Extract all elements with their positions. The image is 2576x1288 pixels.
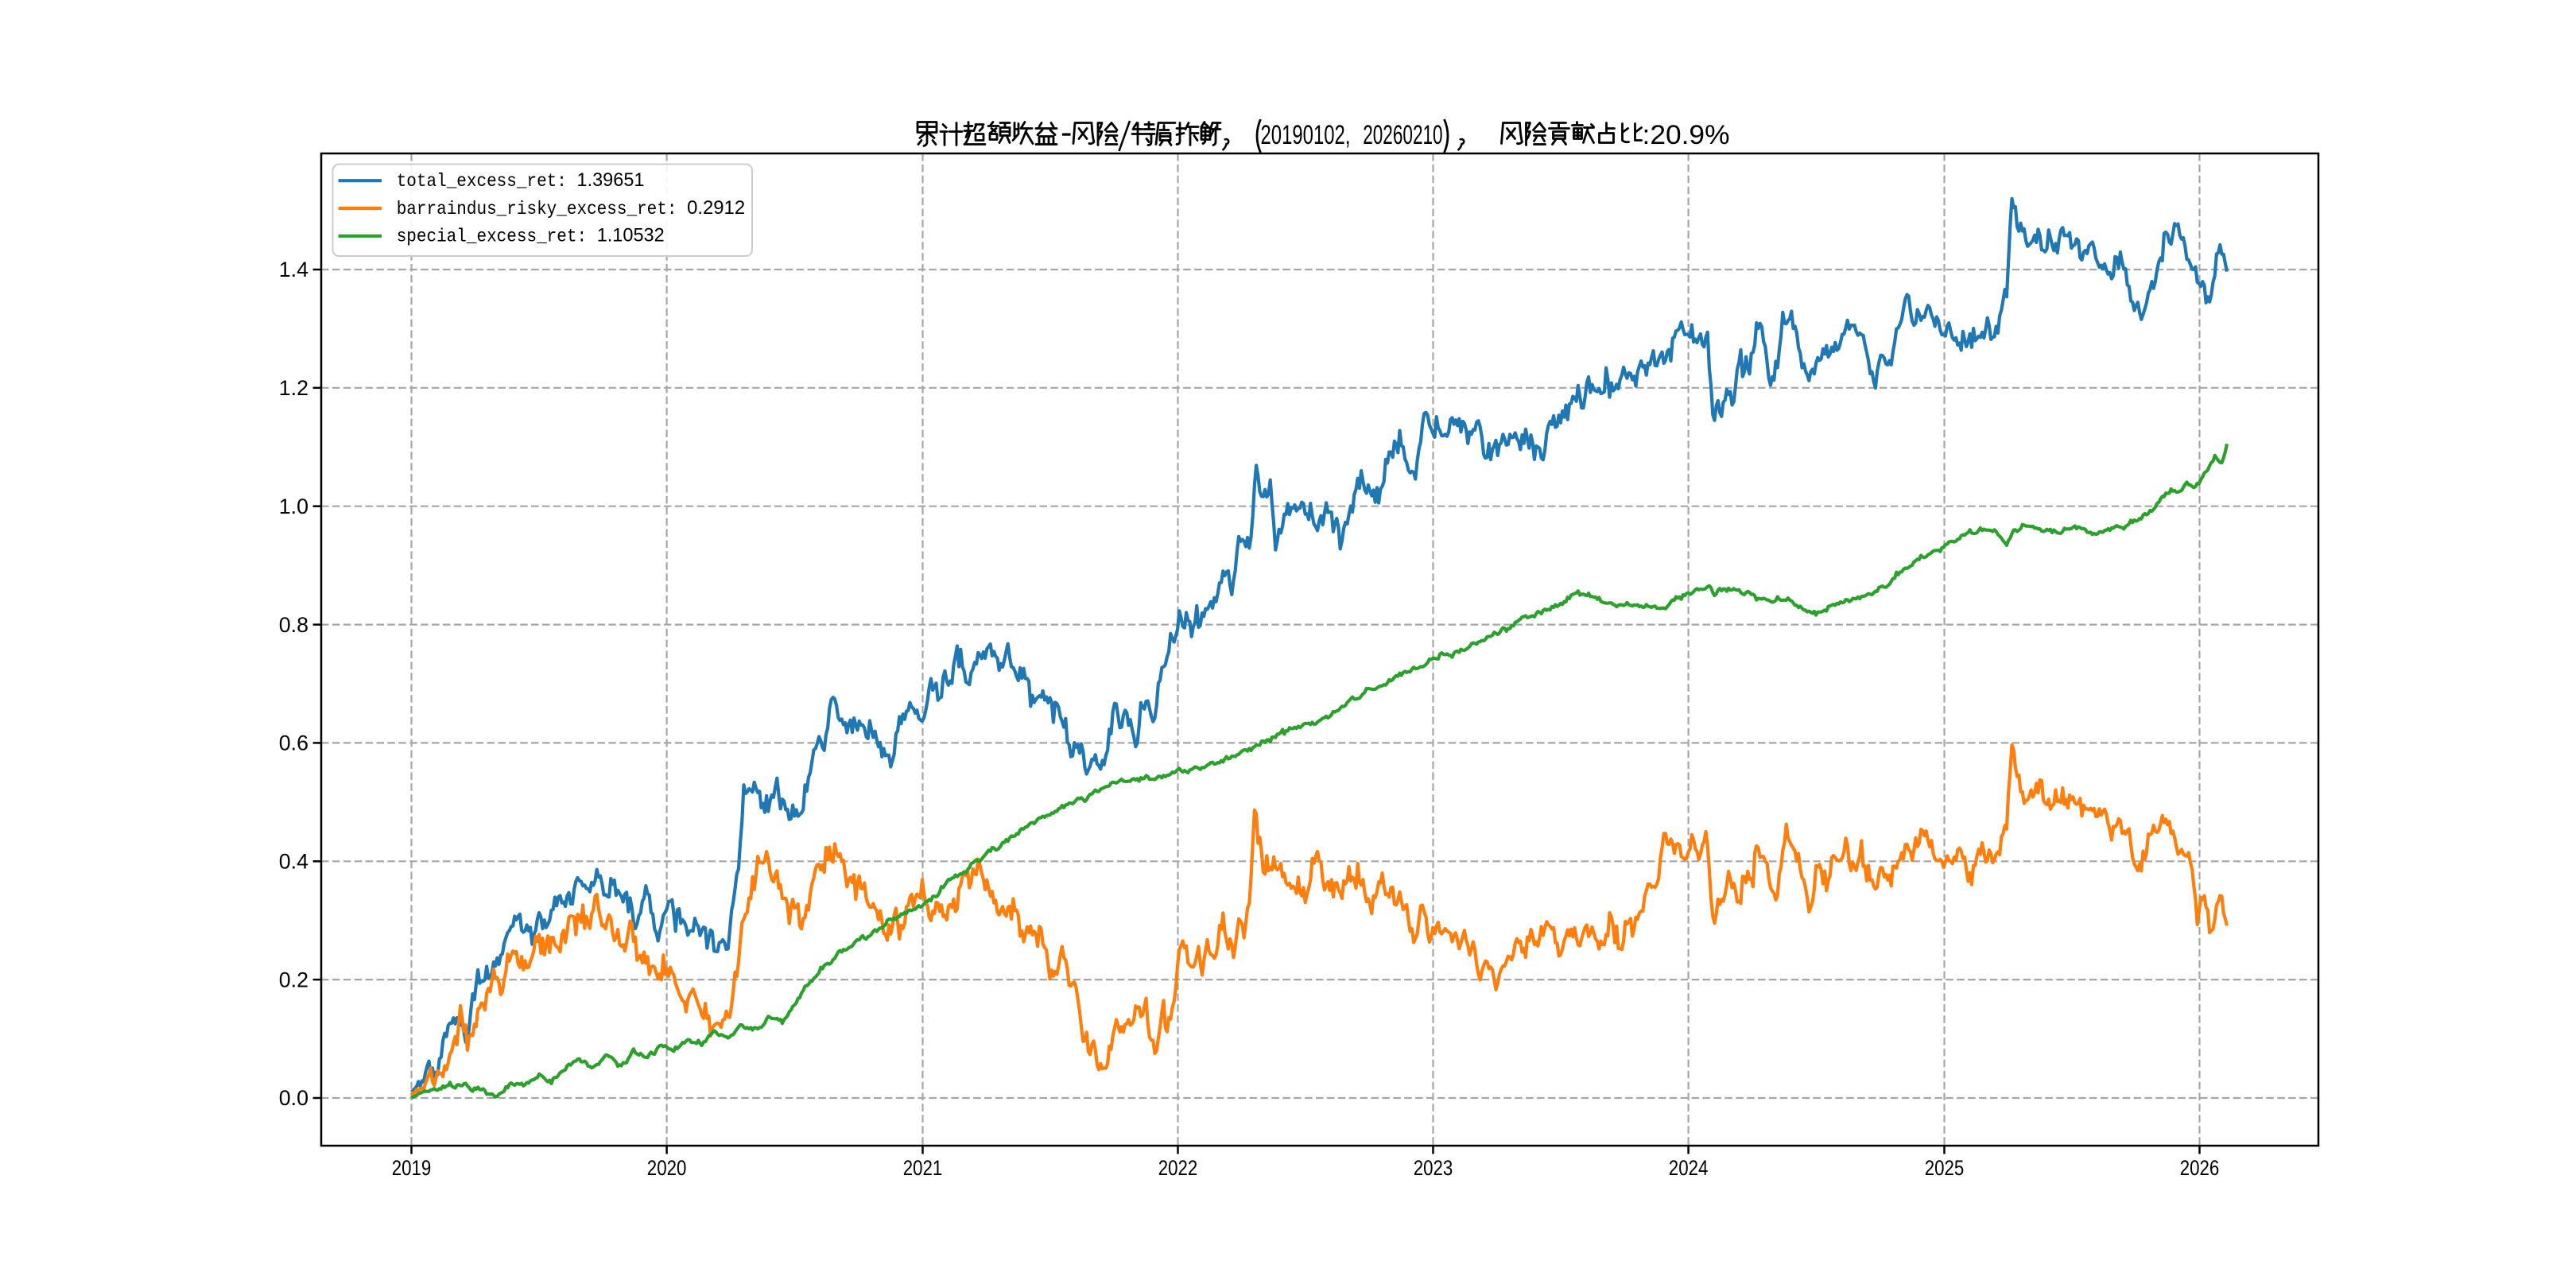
svg-text:1.4: 1.4 <box>279 258 308 281</box>
svg-text:1.39651: 1.39651 <box>577 169 645 191</box>
svg-text:0.8: 0.8 <box>279 613 308 637</box>
svg-text:2025: 2025 <box>1925 1156 1965 1180</box>
svg-text:0.4: 0.4 <box>279 850 308 874</box>
svg-text:0.2: 0.2 <box>279 968 308 991</box>
svg-text:0.0: 0.0 <box>279 1086 308 1110</box>
svg-text:20190102,: 20190102, <box>1261 120 1351 150</box>
svg-text:special_excess_ret:: special_excess_ret: <box>397 227 587 247</box>
svg-text:2019: 2019 <box>392 1156 432 1180</box>
svg-text:2023: 2023 <box>1414 1156 1453 1180</box>
svg-text:2021: 2021 <box>903 1156 943 1180</box>
svg-text:2022: 2022 <box>1158 1156 1198 1180</box>
svg-text:2024: 2024 <box>1669 1156 1709 1180</box>
svg-text:1.10532: 1.10532 <box>597 225 665 246</box>
svg-text:total_excess_ret:: total_excess_ret: <box>397 171 567 192</box>
svg-text::20.9%: :20.9% <box>1643 120 1730 150</box>
svg-text:2020: 2020 <box>647 1156 687 1180</box>
svg-text:20260210: 20260210 <box>1363 120 1442 150</box>
svg-text:1.0: 1.0 <box>279 495 308 518</box>
svg-text:0.2912: 0.2912 <box>687 197 745 219</box>
svg-text:2026: 2026 <box>2180 1156 2220 1180</box>
svg-text:barraindus_risky_excess_ret:: barraindus_risky_excess_ret: <box>397 199 677 219</box>
svg-text:0.6: 0.6 <box>279 731 308 755</box>
svg-text:1.2: 1.2 <box>279 376 308 400</box>
